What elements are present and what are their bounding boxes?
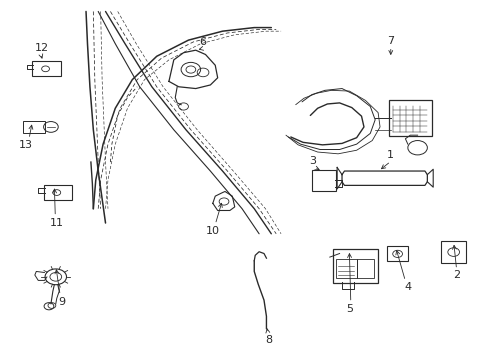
Text: 12: 12 [35, 43, 49, 53]
Text: 5: 5 [345, 304, 352, 314]
Text: 4: 4 [404, 282, 410, 292]
Text: 9: 9 [58, 297, 65, 307]
Text: 7: 7 [386, 36, 393, 45]
Text: 11: 11 [50, 218, 63, 228]
Text: 8: 8 [265, 335, 272, 345]
Text: 3: 3 [308, 156, 316, 166]
Text: 2: 2 [452, 270, 459, 280]
Text: 10: 10 [205, 226, 219, 236]
Text: 6: 6 [199, 37, 206, 47]
Text: 1: 1 [386, 150, 393, 160]
Text: 13: 13 [19, 140, 33, 150]
